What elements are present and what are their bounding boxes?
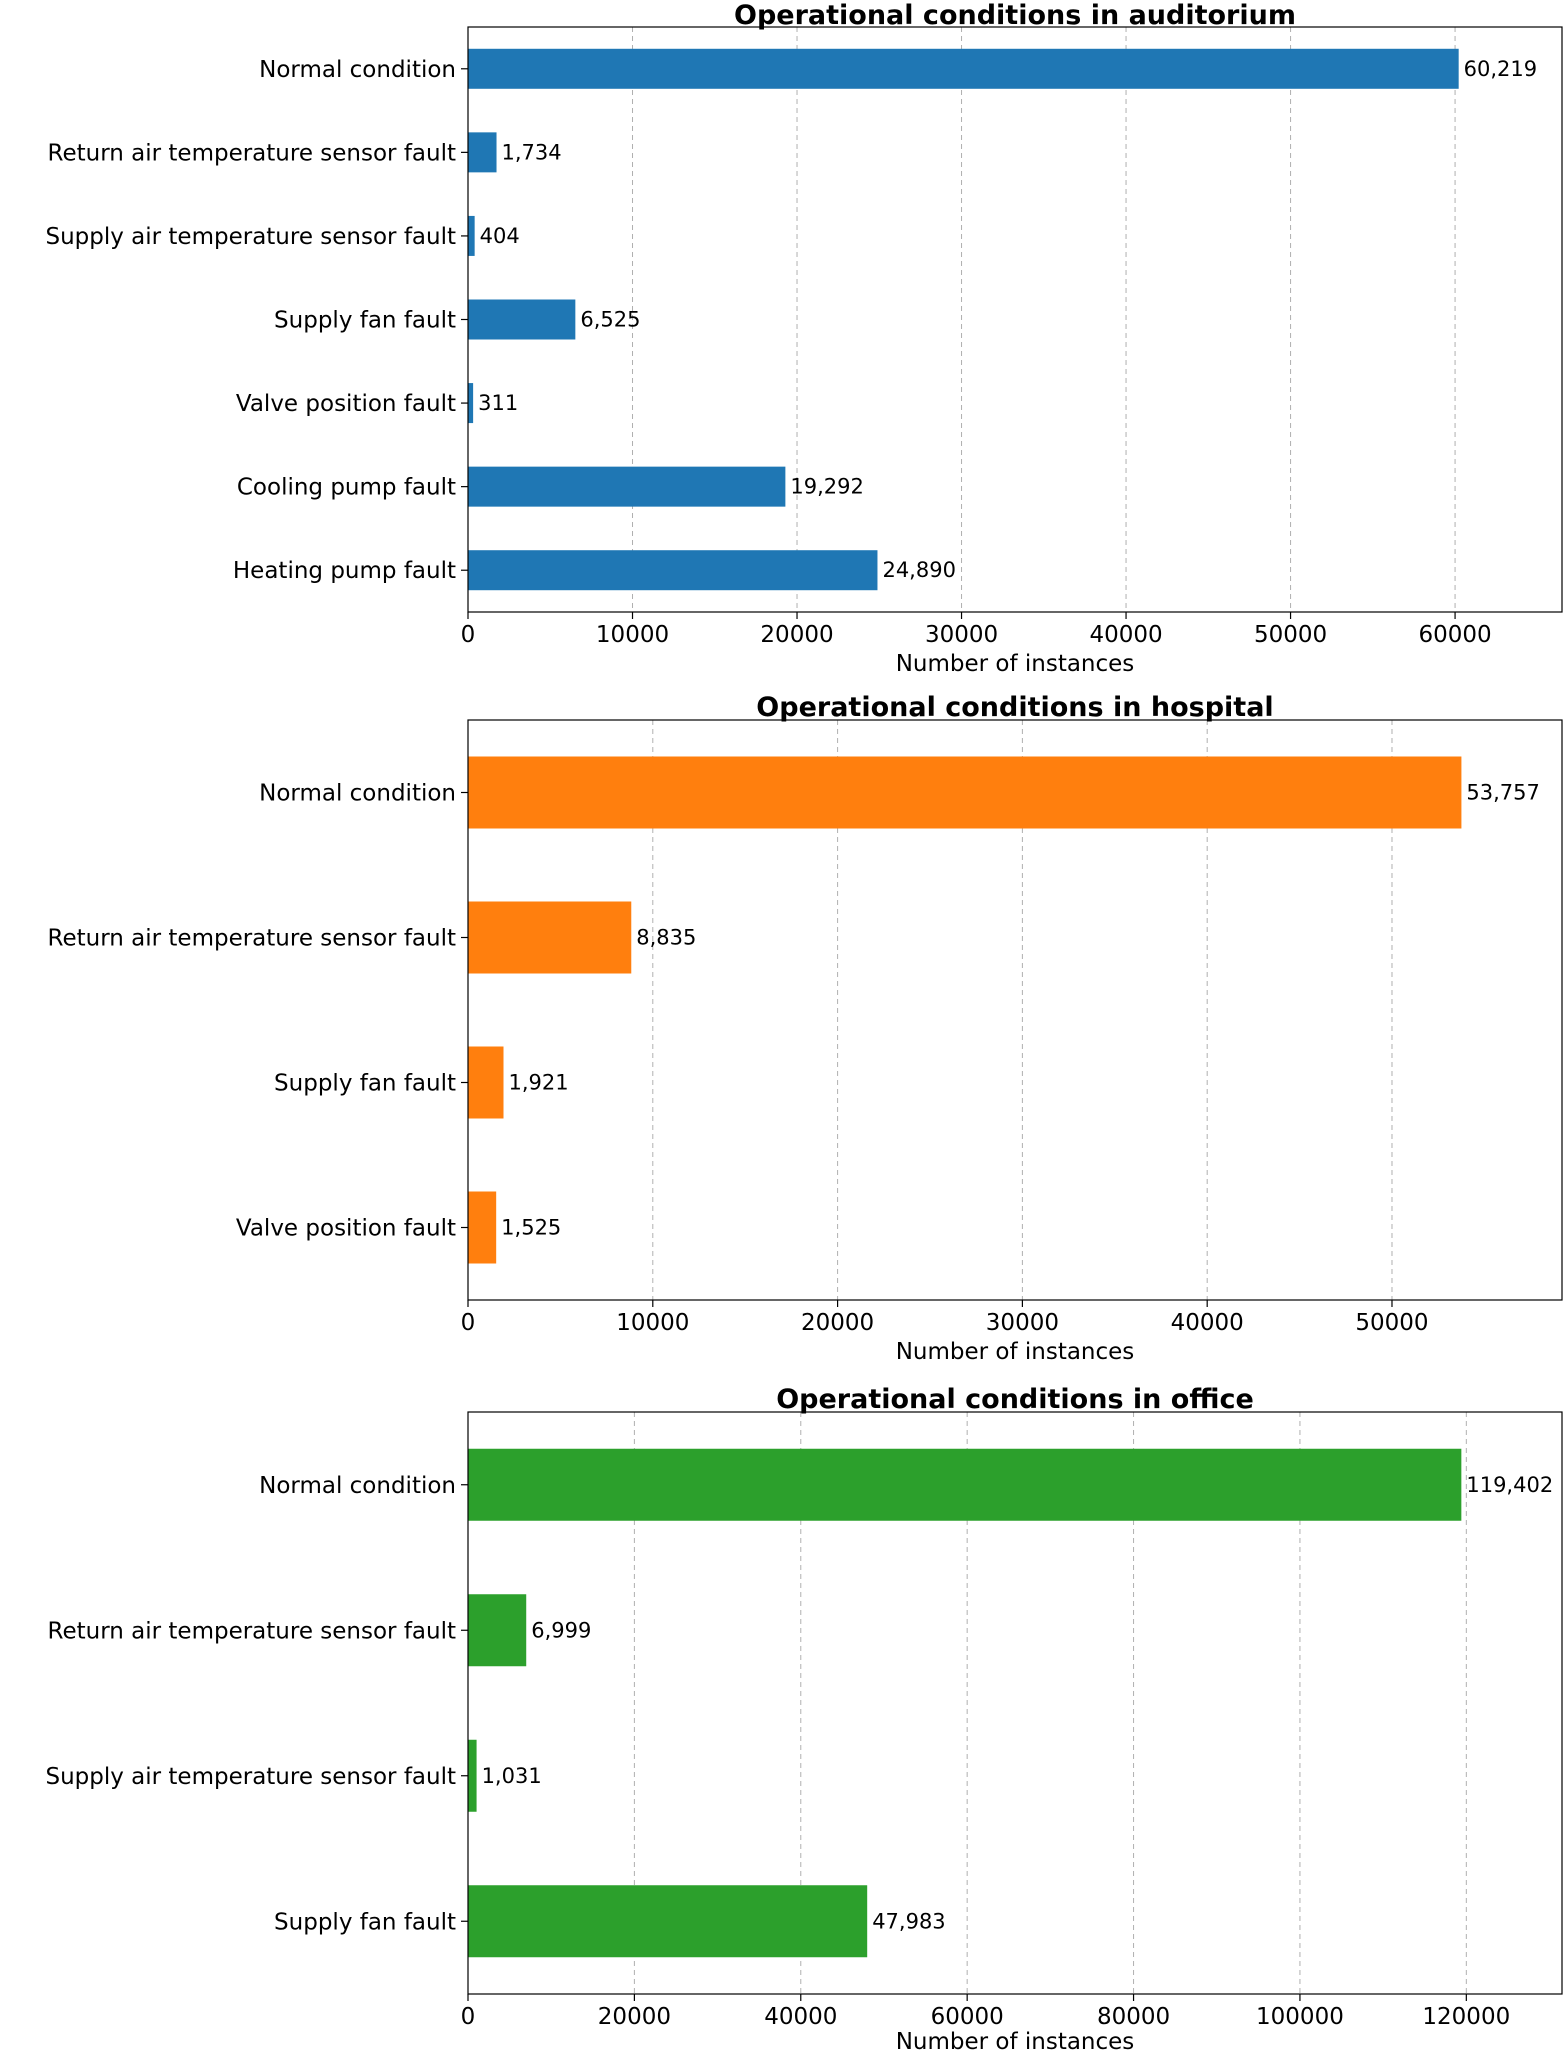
data-label: 47,983 — [872, 1909, 945, 1933]
x-tick-label: 20000 — [760, 622, 833, 648]
x-tick-label: 60000 — [931, 2004, 1004, 2030]
plot-frame — [467, 719, 1563, 1301]
bar — [468, 383, 474, 424]
bar — [468, 1594, 527, 1667]
x-tick-label: 20000 — [801, 1310, 874, 1336]
chart-office: Normal condition 119,402 Return air temper… — [45, 1384, 1563, 2052]
bar — [468, 299, 576, 340]
category-label: Supply air temperature sensor fault — [45, 1764, 456, 1790]
category-label: Supply fan fault — [274, 1071, 456, 1097]
data-label: 1,921 — [508, 1071, 568, 1095]
category-label: Supply air temperature sensor fault — [45, 224, 456, 250]
data-label: 6,525 — [580, 308, 640, 332]
x-tick-label: 120000 — [1422, 2004, 1510, 2030]
bar — [468, 901, 632, 974]
category-label: Return air temperature sensor fault — [48, 140, 456, 166]
chart-hospital: Normal condition 53,757 Return air tempera… — [48, 692, 1563, 1365]
x-tick-label: 30000 — [986, 1310, 1059, 1336]
x-tick-label: 0 — [461, 2004, 476, 2030]
x-tick-label: 100000 — [1256, 2004, 1344, 2030]
data-label: 24,890 — [882, 558, 955, 582]
category-label: Normal condition — [259, 781, 456, 807]
x-tick-label: 40000 — [1089, 622, 1162, 648]
x-tick-label: 60000 — [1418, 622, 1491, 648]
bar — [468, 550, 878, 591]
x-tick-label: 40000 — [764, 2004, 837, 2030]
bar — [468, 466, 786, 507]
category-label: Normal condition — [259, 57, 456, 83]
data-label: 19,292 — [790, 475, 863, 499]
data-label: 8,835 — [636, 926, 696, 950]
x-tick-label: 40000 — [1171, 1310, 1244, 1336]
data-label: 53,757 — [1466, 781, 1539, 805]
chart-title: Operational conditions in office — [776, 1384, 1254, 1415]
data-label: 1,525 — [501, 1216, 561, 1240]
bar — [468, 132, 497, 173]
bar — [468, 1739, 477, 1812]
data-label: 311 — [478, 391, 518, 415]
x-tick-label: 50000 — [1355, 1310, 1428, 1336]
x-tick-label: 10000 — [616, 1310, 689, 1336]
chart-title: Operational conditions in auditorium — [734, 0, 1296, 31]
x-tick-label: 0 — [461, 1310, 476, 1336]
category-label: Cooling pump fault — [237, 475, 456, 501]
bar — [468, 215, 475, 256]
bar — [468, 756, 1462, 829]
data-label: 6,999 — [531, 1618, 591, 1642]
data-label: 119,402 — [1466, 1473, 1553, 1497]
data-label: 404 — [480, 224, 520, 248]
x-axis-label: Number of instances — [896, 651, 1135, 677]
x-axis-label: Number of instances — [896, 1339, 1135, 1365]
category-label: Return air temperature sensor fault — [48, 1618, 456, 1644]
category-label: Return air temperature sensor fault — [48, 926, 456, 952]
bar — [468, 1046, 504, 1119]
category-label: Normal condition — [259, 1473, 456, 1499]
x-tick-label: 0 — [461, 622, 476, 648]
bar — [468, 48, 1459, 89]
x-tick-label: 20000 — [598, 2004, 671, 2030]
x-tick-label: 80000 — [1097, 2004, 1170, 2030]
data-label: 1,031 — [482, 1764, 542, 1788]
data-label: 1,734 — [502, 140, 562, 164]
category-label: Supply fan fault — [274, 1909, 456, 1935]
bar — [468, 1448, 1462, 1521]
category-label: Valve position fault — [236, 391, 456, 417]
category-label: Heating pump fault — [233, 558, 456, 584]
data-label: 60,219 — [1464, 57, 1537, 81]
plot-frame — [467, 26, 1563, 613]
x-tick-label: 50000 — [1254, 622, 1327, 648]
x-tick-label: 10000 — [596, 622, 669, 648]
bar — [468, 1191, 497, 1264]
x-axis-label: Number of instances — [896, 2029, 1135, 2052]
x-tick-label: 30000 — [925, 622, 998, 648]
plot-frame — [467, 1411, 1563, 1995]
category-label: Supply fan fault — [274, 308, 456, 334]
chart-title: Operational conditions in hospital — [756, 692, 1273, 723]
bar — [468, 1885, 868, 1958]
category-label: Valve position fault — [236, 1216, 456, 1242]
chart-auditorium: Normal condition 60,219 Return air tempera… — [45, 0, 1563, 677]
